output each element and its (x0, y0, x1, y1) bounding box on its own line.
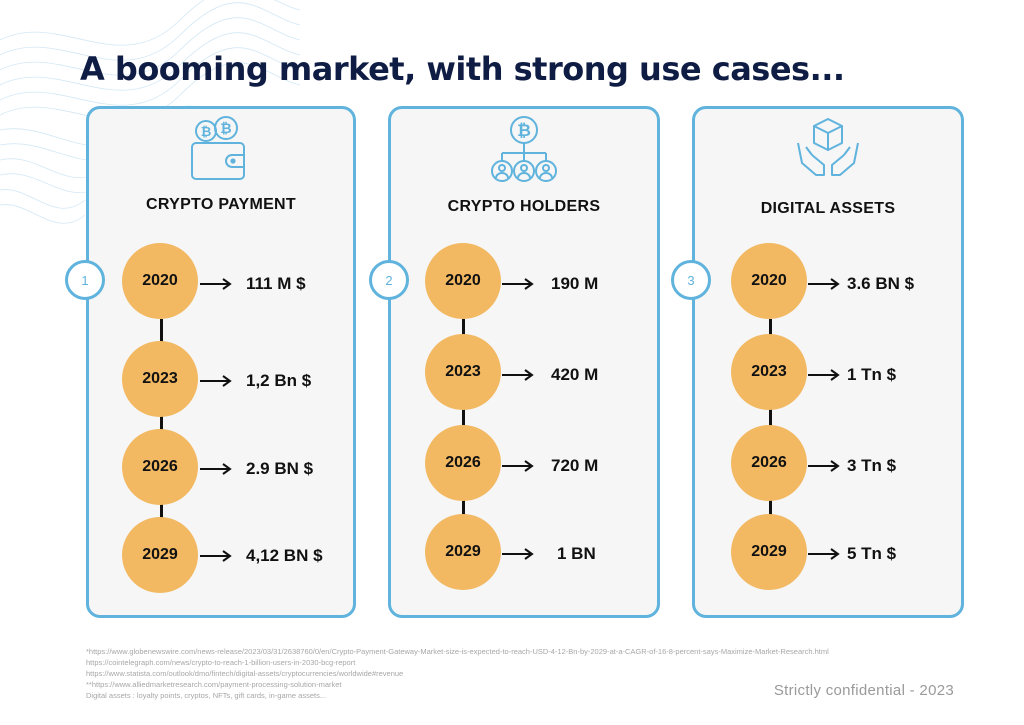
year-circle: 2026 (731, 425, 807, 501)
year-circle: 2023 (425, 334, 501, 410)
card-digital-assets: DIGITAL ASSETS 2020 3.6 BN $ 2023 1 Tn $… (692, 106, 964, 618)
arrow-right-icon (200, 550, 232, 562)
svg-text:₿: ₿ (517, 121, 531, 141)
metric-value: 1,2 Bn $ (246, 371, 312, 390)
bitcoin-wallet-icon: ₿ ₿ (186, 113, 256, 190)
arrow-right-icon (808, 460, 840, 472)
card-title: CRYPTO HOLDERS (447, 198, 601, 215)
metric-value: 1 Tn $ (847, 365, 897, 384)
arrow-right-icon (808, 278, 840, 290)
arrow-right-icon (502, 369, 534, 381)
footnote-source-link[interactable]: https://cointelegraph.com/news/crypto-to… (86, 658, 356, 667)
metric-value: 4,12 BN $ (246, 546, 323, 565)
metric-value: 720 M (551, 456, 599, 475)
footnote-source-link[interactable]: https://www.statista.com/outlook/dmo/fin… (86, 669, 404, 678)
year-circle: 2020 (122, 243, 198, 319)
year-circle: 2020 (731, 243, 807, 319)
metric-value: 1 BN (557, 544, 596, 563)
year-circle: 2020 (425, 243, 501, 319)
year-circle: 2029 (731, 514, 807, 590)
metric-value: 111 M $ (246, 274, 306, 293)
step-number-badge: 2 (369, 260, 409, 300)
card-crypto-holders: ₿ CRYPTO HOLDERS 2020 190 M 2023 420 M 2… (388, 106, 660, 618)
year-circle: 2029 (425, 514, 501, 590)
arrow-right-icon (200, 463, 232, 475)
page-title: A booming market, with strong use cases.… (80, 50, 845, 88)
card-crypto-payment: ₿ ₿ CRYPTO PAYMENT 2020 111 M $ 2023 1,2… (86, 106, 356, 618)
arrow-right-icon (808, 369, 840, 381)
footnotes: *https://www.globenewswire.com/news-rele… (86, 646, 996, 701)
metric-value: 190 M (551, 274, 599, 293)
footnote-source-link[interactable]: *https://www.globenewswire.com/news-rele… (86, 647, 829, 656)
metric-value: 3 Tn $ (847, 456, 897, 475)
metric-value: 3.6 BN $ (847, 274, 915, 293)
arrow-right-icon (502, 548, 534, 560)
metric-value: 5 Tn $ (847, 544, 897, 563)
svg-text:₿: ₿ (201, 125, 212, 140)
arrow-right-icon (200, 375, 232, 387)
step-number-badge: 1 (65, 260, 105, 300)
arrow-right-icon (200, 278, 232, 290)
step-number-badge: 3 (671, 260, 711, 300)
year-circle: 2026 (425, 425, 501, 501)
card-title: DIGITAL ASSETS (760, 200, 896, 217)
card-title: CRYPTO PAYMENT (145, 196, 296, 213)
confidential-notice: Strictly confidential - 2023 (773, 682, 954, 699)
year-circle: 2029 (122, 517, 198, 593)
arrow-right-icon (502, 460, 534, 472)
hands-holding-cube-icon (792, 113, 864, 190)
arrow-right-icon (808, 548, 840, 560)
metric-value: 2.9 BN $ (246, 459, 314, 478)
footnote-text: Digital assets : loyalty points, cryptos… (86, 691, 327, 700)
arrow-right-icon (502, 278, 534, 290)
bitcoin-holders-network-icon: ₿ (489, 113, 559, 190)
year-circle: 2026 (122, 429, 198, 505)
footnote-source-link[interactable]: **https://www.alliedmarketresearch.com/p… (86, 680, 342, 689)
metric-value: 420 M (551, 365, 599, 384)
svg-text:₿: ₿ (220, 121, 231, 137)
year-circle: 2023 (731, 334, 807, 410)
year-circle: 2023 (122, 341, 198, 417)
